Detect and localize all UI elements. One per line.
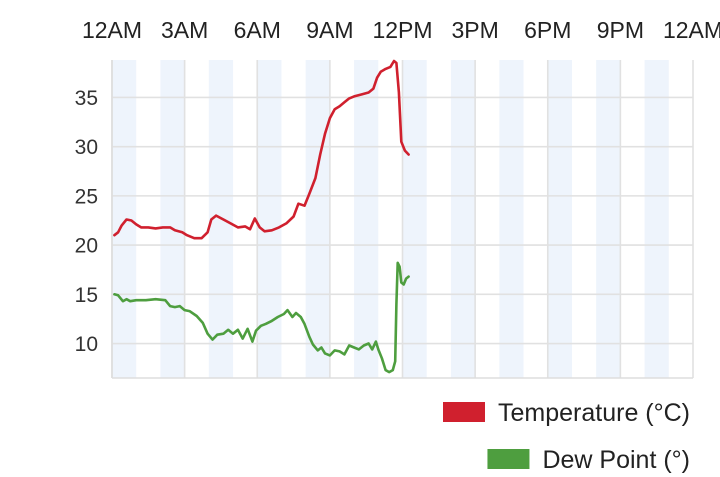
y-tick-label: 25: [75, 185, 98, 208]
legend-item-0[interactable]: Temperature (°C): [443, 399, 690, 427]
x-tick-label: 6AM: [234, 17, 281, 43]
hour-band: [257, 60, 282, 378]
hour-band: [547, 60, 572, 378]
hour-band: [112, 60, 137, 378]
background-bands: [112, 60, 669, 378]
legend-swatch: [487, 449, 530, 469]
y-axis-ticks: 10 15 20 25 30 35: [75, 87, 98, 356]
hour-band: [402, 60, 427, 378]
y-tick-label: 30: [75, 136, 98, 159]
legend-swatch: [443, 402, 485, 422]
x-tick-label: 3AM: [161, 17, 208, 43]
hour-band: [450, 60, 476, 378]
x-tick-label: 9AM: [306, 17, 353, 43]
legend-label: Dew Point (°): [542, 446, 690, 474]
x-axis-ticks: 12AM 3AM 6AM 9AM 12PM 3PM 6PM 9PM 12AM: [82, 17, 720, 43]
hour-band: [160, 60, 185, 378]
x-tick-label: 9PM: [597, 17, 644, 43]
x-tick-label: 6PM: [524, 17, 571, 43]
x-tick-label: 3PM: [451, 17, 498, 43]
hour-band: [354, 60, 379, 378]
legend-label: Temperature (°C): [498, 399, 690, 427]
series-lines: [113, 59, 410, 374]
x-tick-label: 12AM: [82, 17, 142, 43]
legend-item-1[interactable]: Dew Point (°): [487, 446, 690, 474]
series-line-0: [113, 59, 410, 240]
legend: Temperature (°C) Dew Point (°): [443, 399, 690, 474]
hour-band: [596, 60, 621, 378]
hour-band: [499, 60, 524, 378]
y-tick-label: 20: [75, 235, 98, 258]
hour-band: [644, 60, 669, 378]
y-tick-label: 10: [75, 333, 98, 356]
y-tick-label: 35: [75, 87, 98, 110]
series-line-1: [113, 261, 410, 374]
hour-band: [305, 60, 330, 378]
y-tick-label: 15: [75, 284, 98, 307]
x-tick-label: 12PM: [372, 17, 432, 43]
x-tick-label: 12AM: [663, 17, 720, 43]
